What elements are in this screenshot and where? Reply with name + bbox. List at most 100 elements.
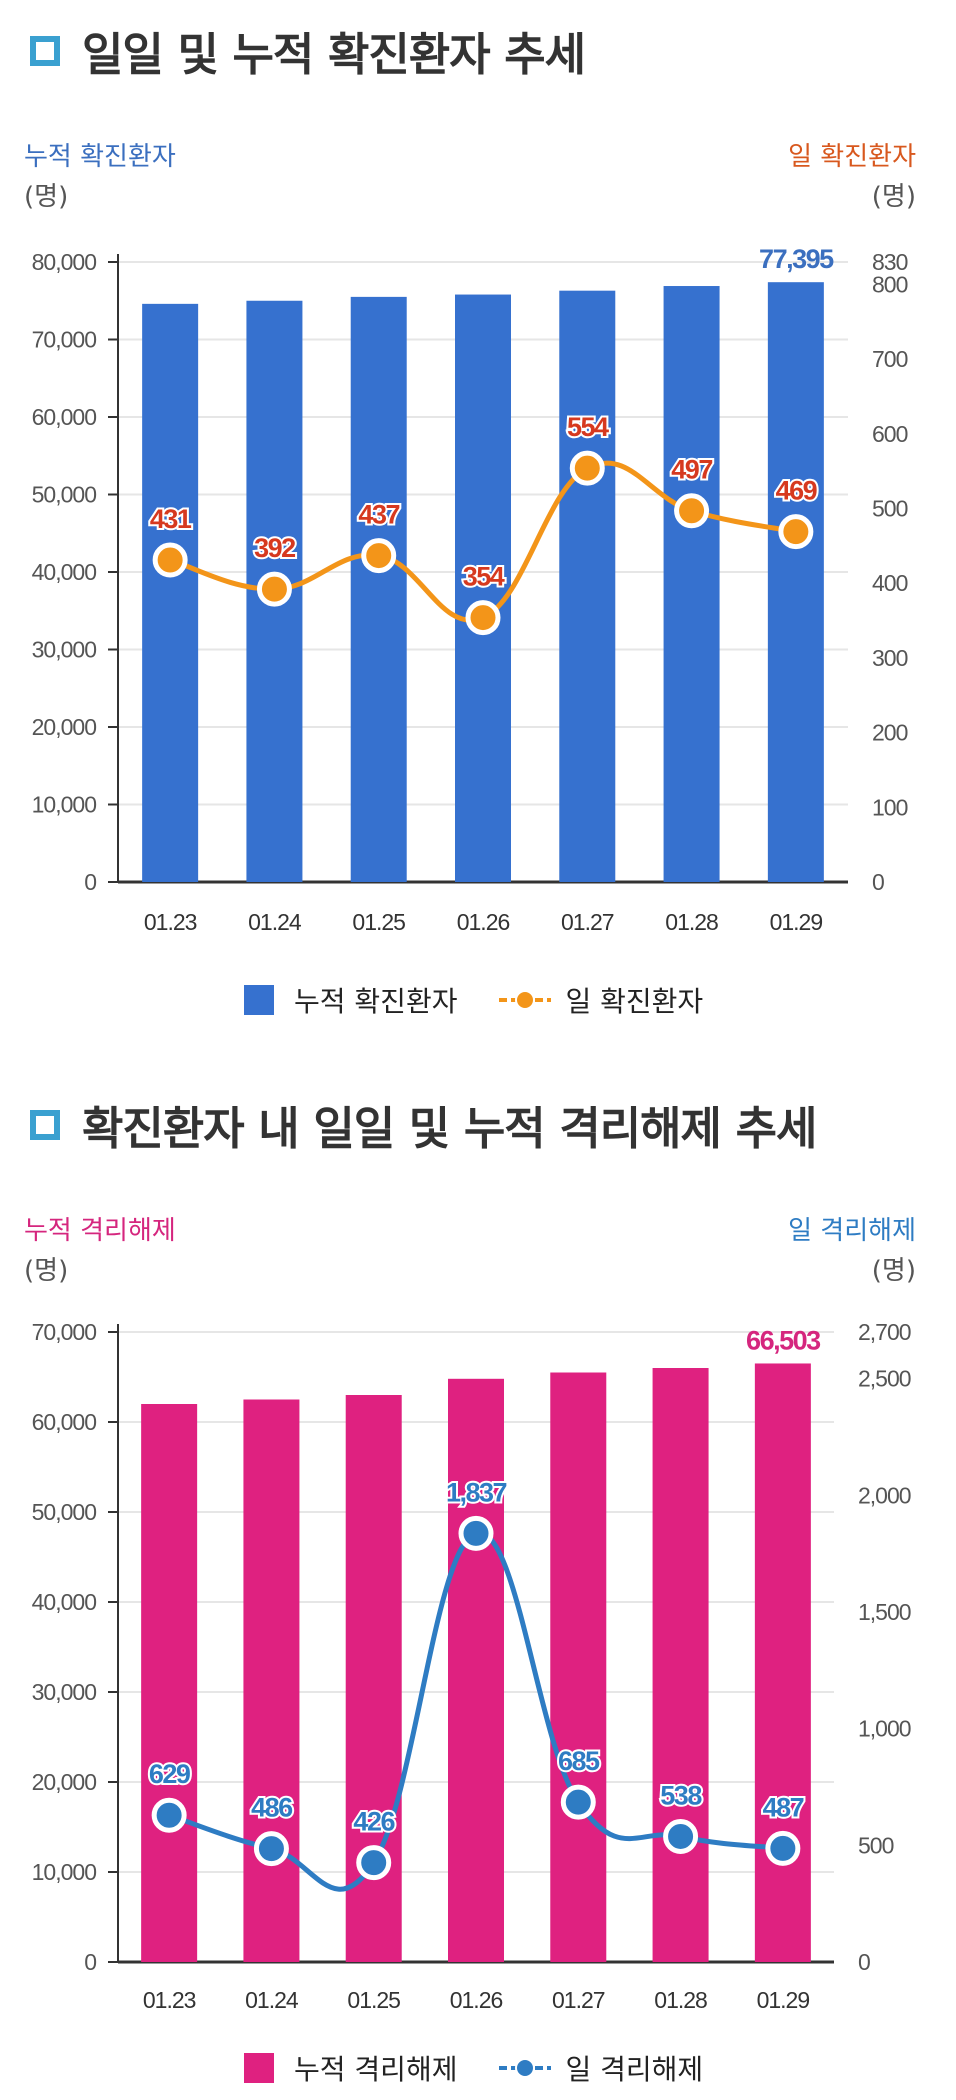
legend-bar-swatch — [244, 2053, 274, 2083]
line-point — [560, 1784, 596, 1820]
left-tick-label: 60,000 — [32, 1409, 97, 1435]
legend-released: 누적 격리해제 일 격리해제 — [244, 2048, 703, 2088]
bar — [663, 286, 720, 882]
left-axis-unit: (명) — [24, 182, 69, 212]
line-value-label: 487 — [763, 1792, 804, 1822]
line-point — [663, 1818, 699, 1854]
left-axis-label: 누적 격리해제 — [24, 1216, 176, 1246]
legend-line-swatch — [499, 2058, 552, 2078]
left-tick-label: 40,000 — [32, 559, 97, 585]
category-label: 01.28 — [665, 909, 718, 935]
line-point — [765, 1830, 801, 1866]
line-point — [465, 600, 501, 636]
right-axis-label: 일 확진환자 — [788, 142, 916, 172]
line-value-label: 554 — [567, 412, 609, 442]
category-label: 01.26 — [450, 1987, 503, 2013]
category-label: 01.29 — [757, 1987, 810, 2013]
line-value-label: 1,837 — [446, 1477, 507, 1507]
category-label: 01.23 — [143, 1987, 196, 2013]
line-point — [458, 1515, 494, 1551]
chart-confirmed: 0 10,000 20,000 30,000 40,000 50,000 60,000 70,… — [32, 244, 909, 935]
line-value-label: 629 — [149, 1759, 191, 1789]
category-label: 01.25 — [347, 1987, 400, 2013]
right-tick-label: 0 — [872, 869, 884, 895]
right-tick-label: 1,000 — [858, 1716, 911, 1742]
legend-line-label: 일 격리해제 — [565, 2053, 704, 2086]
line-value-label: 497 — [671, 455, 712, 485]
section-title-released: 확진환자 내 일일 및 누적 격리해제 추세 — [30, 1092, 817, 1157]
right-tick-label: 300 — [872, 645, 908, 671]
bar — [550, 1372, 607, 1962]
line-point — [152, 542, 188, 578]
legend-confirmed: 누적 확진환자 일 확진환자 — [244, 980, 703, 1020]
category-label: 01.26 — [457, 909, 510, 935]
right-tick-label: 500 — [872, 496, 908, 522]
category-label: 01.27 — [552, 1987, 605, 2013]
bar — [559, 290, 616, 882]
left-tick-label: 20,000 — [32, 714, 97, 740]
legend-line-swatch — [499, 990, 552, 1010]
left-tick-label: 0 — [84, 869, 96, 895]
right-tick-label: 800 — [872, 271, 908, 297]
section-title-text: 일일 및 누적 확진환자 추세 — [82, 28, 586, 81]
left-tick-label: 50,000 — [32, 1499, 97, 1525]
line-point — [356, 1845, 392, 1881]
right-tick-label: 1,500 — [858, 1599, 911, 1625]
left-tick-label: 30,000 — [32, 1679, 97, 1705]
right-tick-label: 700 — [872, 346, 908, 372]
left-tick-label: 0 — [84, 1949, 96, 1975]
bar — [754, 1363, 811, 1962]
line-point — [151, 1797, 187, 1833]
line-value-label: 431 — [150, 504, 192, 534]
left-tick-label: 40,000 — [32, 1589, 97, 1615]
bar — [141, 1404, 198, 1962]
category-label: 01.28 — [654, 1987, 707, 2013]
left-tick-label: 60,000 — [32, 404, 97, 430]
bar — [350, 296, 407, 882]
category-label: 01.29 — [770, 909, 823, 935]
bar — [243, 1399, 300, 1962]
bar — [142, 303, 199, 883]
line-value-label: 426 — [353, 1807, 395, 1837]
right-tick-label: 2,500 — [858, 1366, 911, 1392]
right-axis-unit: (명) — [871, 1256, 916, 1286]
bar — [767, 282, 824, 883]
left-tick-label: 10,000 — [32, 792, 97, 818]
right-tick-label: 200 — [872, 720, 908, 746]
left-tick-label: 50,000 — [32, 482, 97, 508]
category-label: 01.24 — [248, 909, 302, 935]
chart-section-released: 확진환자 내 일일 및 누적 격리해제 추세 누적 격리해제 (명) 일 격리해… — [0, 1070, 956, 2100]
category-label: 01.23 — [144, 909, 197, 935]
left-tick-label: 30,000 — [32, 637, 97, 663]
right-tick-label: 100 — [872, 794, 908, 820]
line-point — [256, 571, 292, 607]
legend-bar-label: 누적 확진환자 — [294, 985, 458, 1018]
left-tick-label: 70,000 — [32, 327, 97, 353]
line-value-label: 685 — [558, 1746, 600, 1776]
chart-released: 0 10,000 20,000 30,000 40,000 50,000 60,000 70,… — [32, 1319, 912, 2013]
section-title-text: 확진환자 내 일일 및 누적 격리해제 추세 — [82, 1102, 817, 1155]
left-axis-unit: (명) — [24, 1256, 69, 1286]
line-value-label: 437 — [358, 500, 399, 530]
line-value-label: 354 — [463, 562, 505, 592]
right-tick-label: 600 — [872, 421, 908, 447]
section-title-confirmed: 일일 및 누적 확진환자 추세 — [30, 18, 586, 83]
line-value-label: 392 — [254, 533, 295, 563]
bar — [652, 1368, 709, 1962]
line-point — [253, 1831, 289, 1867]
line-value-label: 486 — [251, 1793, 293, 1823]
category-label: 01.25 — [352, 909, 405, 935]
category-label: 01.27 — [561, 909, 614, 935]
bar-value-label: 66,503 — [746, 1325, 821, 1355]
line-value-label: 469 — [776, 476, 818, 506]
left-tick-label: 80,000 — [32, 249, 97, 275]
bar — [448, 1378, 504, 1962]
right-axis-unit: (명) — [871, 182, 916, 212]
left-tick-label: 20,000 — [32, 1769, 97, 1795]
right-tick-label: 400 — [872, 570, 908, 596]
legend-bar-label: 누적 격리해제 — [294, 2053, 458, 2086]
legend-bar-swatch — [244, 985, 274, 1015]
right-tick-label: 0 — [858, 1949, 870, 1975]
left-tick-label: 10,000 — [32, 1859, 97, 1885]
category-label: 01.24 — [245, 1987, 299, 2013]
